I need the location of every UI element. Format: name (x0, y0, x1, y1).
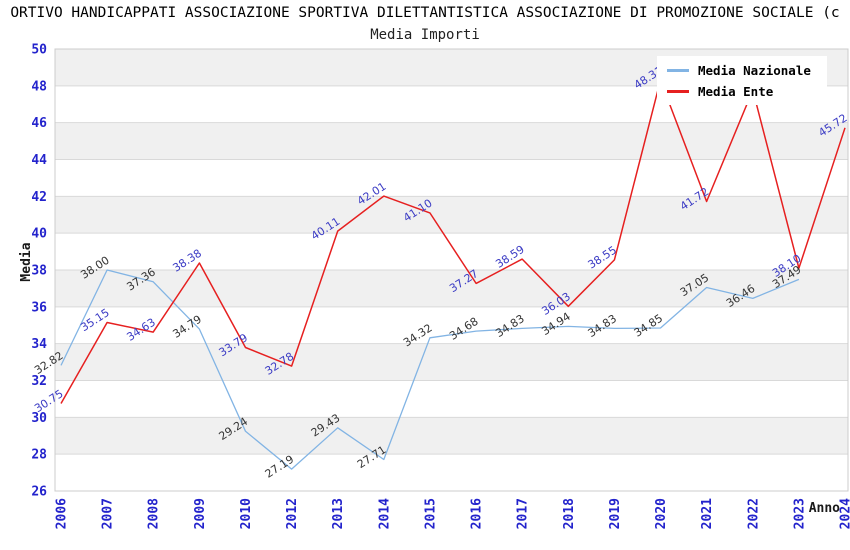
x-tick-label: 2006 (55, 498, 70, 529)
y-tick-label: 32 (31, 374, 47, 389)
data-label: 30.75 (32, 387, 65, 415)
y-tick-label: 40 (31, 227, 47, 242)
legend-label-ente: Media Ente (698, 84, 774, 99)
x-tick-label: 2017 (516, 498, 531, 529)
x-tick-label: 2021 (700, 498, 715, 529)
x-tick-label: 2014 (377, 498, 392, 529)
x-tick-label: 2022 (746, 498, 761, 529)
x-tick-label: 2008 (147, 498, 162, 529)
y-tick-label: 50 (31, 43, 47, 58)
x-tick-label: 2019 (608, 498, 623, 529)
plot-band (55, 196, 848, 234)
x-tick-label: 2023 (792, 498, 807, 529)
data-label: 34.83 (586, 312, 619, 340)
data-label: 38.59 (493, 243, 526, 271)
y-tick-label: 42 (31, 190, 47, 205)
data-label: 34.83 (493, 312, 526, 340)
y-tick-label: 30 (31, 411, 47, 426)
x-tick-label: 2012 (285, 498, 300, 529)
y-tick-label: 48 (31, 79, 47, 94)
y-tick-label: 26 (31, 485, 47, 500)
data-label: 34.68 (447, 315, 480, 343)
y-tick-label: 36 (31, 300, 47, 315)
x-tick-label: 2018 (562, 498, 577, 529)
y-tick-label: 44 (31, 153, 47, 168)
plot-band (55, 343, 848, 381)
legend-label-nazionale: Media Nazionale (698, 63, 811, 78)
x-axis-title: Anno (809, 501, 840, 516)
data-label: 38.55 (586, 243, 619, 271)
legend-item-media-nazionale: Media Nazionale (667, 63, 819, 78)
x-tick-label: 2010 (239, 498, 254, 529)
plot-band (55, 122, 848, 160)
series-line-media-ente (60, 79, 846, 404)
y-tick-label: 46 (31, 116, 47, 131)
legend-swatch-ente-icon (667, 90, 689, 93)
series-line-media-nazionale (60, 269, 800, 470)
x-tick-label: 2009 (193, 498, 208, 529)
data-label: 35.15 (78, 306, 111, 334)
y-tick-label: 28 (31, 448, 47, 463)
plot-border (54, 48, 849, 492)
data-label: 34.85 (632, 312, 665, 340)
plot-band (55, 270, 848, 307)
legend: Media Nazionale Media Ente (657, 56, 827, 105)
y-axis-title: Media (19, 242, 34, 281)
x-tick-label: 2015 (423, 498, 438, 529)
x-tick-label: 2013 (331, 498, 346, 529)
data-label: 34.63 (124, 316, 157, 344)
x-tick-label: 2016 (470, 498, 485, 529)
plot-band (55, 417, 848, 455)
legend-swatch-nazionale-icon (667, 69, 689, 72)
y-tick-label: 34 (31, 337, 47, 352)
x-tick-label: 2024 (839, 498, 850, 529)
legend-item-media-ente: Media Ente (667, 84, 819, 99)
x-tick-label: 2007 (101, 498, 116, 529)
x-tick-label: 2020 (654, 498, 669, 529)
data-label: 27.19 (263, 453, 296, 481)
chart-title: ORTIVO HANDICAPPATI ASSOCIAZIONE SPORTIV… (10, 5, 840, 21)
chart-subtitle: Media Importi (370, 27, 480, 43)
y-tick-label: 38 (31, 264, 47, 279)
